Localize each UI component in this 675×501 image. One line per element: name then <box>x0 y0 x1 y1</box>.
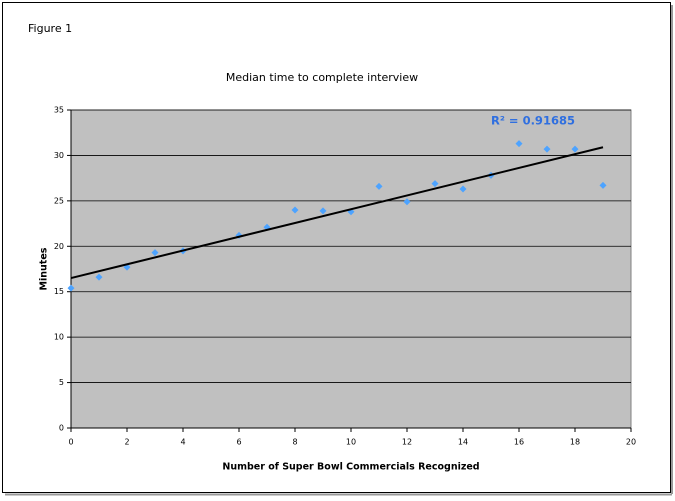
x-tick-label: 14 <box>458 438 468 447</box>
annotation: R² = 0.91685 <box>491 114 575 128</box>
data-point <box>151 249 159 257</box>
data-point <box>459 185 467 193</box>
x-tick-label: 0 <box>68 438 73 447</box>
figure-label: Figure 1 <box>28 22 72 35</box>
data-point <box>291 206 299 214</box>
x-tick-label: 16 <box>514 438 524 447</box>
y-axis-label: Minutes <box>39 247 50 290</box>
chart-title: Median time to complete interview <box>226 71 418 84</box>
data-point <box>403 198 411 206</box>
data-point <box>543 145 551 153</box>
y-tick-label: 5 <box>59 378 64 387</box>
plot-area <box>70 109 632 429</box>
y-tick-label: 0 <box>59 424 64 433</box>
data-point <box>95 273 103 281</box>
x-tick-label: 20 <box>626 438 636 447</box>
data-point <box>571 145 579 153</box>
y-tick-label: 20 <box>54 242 64 251</box>
trendline <box>70 146 604 280</box>
x-axis-label: Number of Super Bowl Commercials Recogni… <box>222 462 479 473</box>
x-tick-label: 8 <box>292 438 297 447</box>
x-tick-label: 2 <box>124 438 129 447</box>
data-point <box>375 182 383 190</box>
x-tick-label: 6 <box>236 438 241 447</box>
y-tick-label: 10 <box>54 333 64 342</box>
y-tick-label: 30 <box>54 151 64 160</box>
data-point <box>515 140 523 148</box>
x-tick-label: 18 <box>570 438 580 447</box>
y-tick-label: 25 <box>54 196 64 205</box>
data-point <box>319 207 327 215</box>
y-tick-label: 15 <box>54 287 64 296</box>
data-point <box>431 180 439 188</box>
data-point <box>599 181 607 189</box>
x-tick-label: 4 <box>180 438 185 447</box>
data-point <box>67 284 75 292</box>
y-tick-label: 35 <box>54 106 64 115</box>
x-tick-label: 12 <box>402 438 412 447</box>
x-tick-label: 10 <box>346 438 356 447</box>
